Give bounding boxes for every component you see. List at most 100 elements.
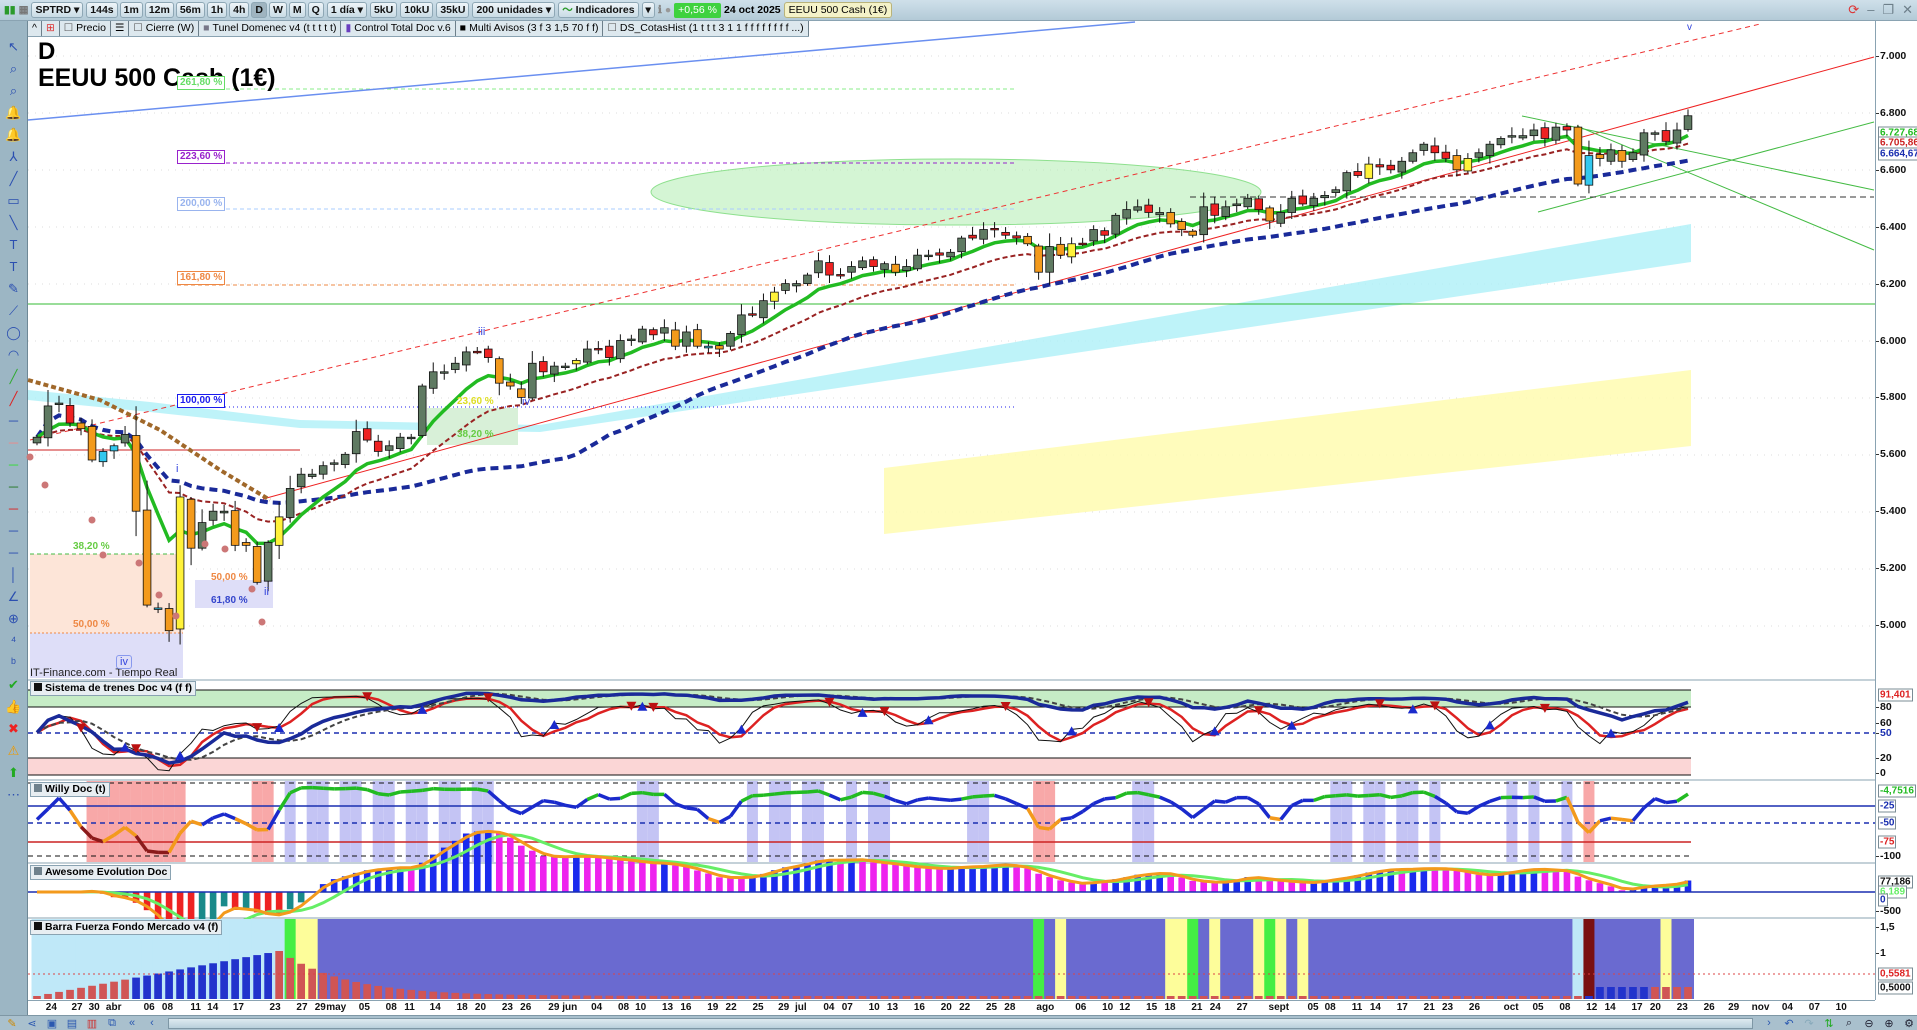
zoom-tool-icon[interactable]: ⌕ [9, 61, 18, 76]
blue-hline-tool-icon[interactable]: ─ [8, 523, 19, 538]
candle-body [175, 496, 185, 630]
text-tool-icon[interactable]: T [9, 237, 18, 252]
indicators-dropdown[interactable]: ▾ [641, 2, 655, 18]
panel-title-willy[interactable]: Willy Doc (t) [30, 782, 110, 797]
autoscale-icon[interactable]: ⇅ [1824, 1017, 1834, 1030]
more-tool-icon[interactable]: ⋯ [7, 787, 20, 802]
interval-button-56m[interactable]: 56m [175, 2, 205, 18]
price-axis[interactable]: 7.000 6.800 6.600 6.400 6.200 6.000 5.800 5.600… [1875, 21, 1917, 1000]
refresh-icon[interactable]: ⟳ [1848, 2, 1860, 17]
legend-item[interactable]: ■ Tunel Domenec v4 (t t t t t) [199, 21, 342, 36]
candle-body [230, 510, 240, 546]
thumbs-up-tool-icon[interactable]: 👍 [5, 699, 22, 714]
interval-button-D[interactable]: D [251, 2, 267, 18]
pen-tool-icon[interactable]: ✎ [8, 281, 19, 296]
chart-type-icon[interactable]: ▮▮ [4, 4, 16, 16]
delete-tool-icon[interactable]: ✖ [8, 721, 19, 736]
rect-tool-icon[interactable]: ▭ [7, 193, 20, 208]
interval-button-Q[interactable]: Q [307, 2, 324, 18]
interval-button-4h[interactable]: 4h [229, 2, 250, 18]
warning-tool-icon[interactable]: ⚠ [7, 743, 20, 758]
period-selector[interactable]: 1 día ▾ [326, 2, 367, 18]
report-icon[interactable]: ▤ [66, 1017, 78, 1030]
collapse-icon[interactable]: ^ [28, 21, 42, 36]
units-selector[interactable]: 200 unidades ▾ [472, 2, 556, 18]
volume-35ku-button[interactable]: 35kU [436, 2, 470, 18]
legend-item[interactable]: ▮ Control Total Doc v.6 [341, 21, 456, 36]
zoom-fit-icon[interactable]: ⌕ [1845, 1016, 1853, 1029]
legend-item[interactable]: ☐ DS_CotasHist (1 t t t 3 1 1 f f f f f f… [603, 21, 809, 36]
date-axis[interactable]: 24 27 30 abr 06 08 11 14 17 23 27 29 may 05 08 11 14 18 20… [28, 1000, 1875, 1015]
green-hline-tool-icon[interactable]: ─ [8, 479, 19, 494]
zoom-area-tool-icon[interactable]: ⌕ [9, 83, 18, 98]
scroll-left-icon[interactable]: ‹ [150, 1017, 154, 1029]
fib-tool-icon[interactable]: ⅄ [9, 149, 18, 164]
window-icon[interactable]: ⧉ [108, 1016, 116, 1029]
minimize-icon[interactable]: – [1867, 2, 1875, 17]
barra-band [1198, 919, 1210, 999]
indicators-button[interactable]: 〜 Indicadores [558, 2, 639, 18]
wave-count-tool-icon[interactable]: ⁴ [10, 633, 17, 648]
hline-tool-icon[interactable]: ─ [8, 413, 19, 428]
interval-button-M[interactable]: M [288, 2, 306, 18]
add-indicator-icon[interactable]: ⊞ [42, 21, 60, 36]
red-hline-tool-icon[interactable]: ─ [8, 501, 19, 516]
text2-tool-icon[interactable]: T [9, 259, 18, 274]
settings-icon[interactable]: ⚙ [1904, 1017, 1914, 1030]
alert-bell-tool-icon[interactable]: 🔔 [5, 105, 22, 120]
interval-button-144s[interactable]: 144s [86, 2, 118, 18]
undo-icon[interactable]: ↶ [1784, 1017, 1794, 1030]
ruler-tool-icon[interactable]: ⟋ [8, 303, 19, 318]
layout-icon[interactable]: ▦ [18, 4, 29, 16]
info-icon[interactable]: ℹ [657, 4, 662, 16]
panel-title-trenes[interactable]: Sistema de trenes Doc v4 (f f) [30, 681, 197, 696]
legend-item[interactable]: ☐ Precio [60, 21, 111, 36]
abc-tool-icon[interactable]: ᵇ [11, 655, 16, 670]
fib-zone-lavender [30, 633, 183, 678]
redo-icon[interactable]: ↷ [1804, 1017, 1814, 1030]
volume-5ku-button[interactable]: 5kU [369, 2, 398, 18]
share-icon[interactable]: ⋖ [27, 1017, 37, 1030]
zoom-in-icon[interactable]: ⊕ [1884, 1017, 1894, 1030]
line-tool-icon[interactable]: ╲ [9, 215, 18, 230]
pointer-tool-icon[interactable]: ↖ [8, 39, 19, 54]
lime-line-tool-icon[interactable]: ─ [8, 457, 19, 472]
barra-band [1429, 919, 1441, 999]
columns-icon[interactable]: ▥ [86, 1017, 98, 1030]
interval-button-1m[interactable]: 1m [119, 2, 143, 18]
interval-button-1h[interactable]: 1h [206, 2, 228, 18]
chart-canvas[interactable] [0, 0, 1875, 1000]
close-icon[interactable]: ✕ [1902, 2, 1913, 17]
alert-tool-icon[interactable]: 🔔 [5, 127, 22, 142]
green-line-tool-icon[interactable]: ╱ [9, 369, 18, 384]
ellipse-tool-icon[interactable]: ◯ [6, 325, 21, 340]
barra-bar [385, 987, 394, 999]
panel-title-barra[interactable]: Barra Fuerza Fondo Mercado v4 (f) [30, 920, 223, 935]
interval-button-W[interactable]: W [268, 2, 287, 18]
check-tool-icon[interactable]: ✔ [8, 677, 19, 692]
angle-tool-icon[interactable]: ∠ [7, 589, 20, 604]
zoom-out-icon[interactable]: ⊖ [1864, 1017, 1874, 1030]
red-line-tool-icon[interactable]: ╱ [9, 391, 18, 406]
interval-button-12m[interactable]: 12m [144, 2, 174, 18]
vline-tool-icon[interactable]: │ [9, 567, 18, 582]
symbol-selector[interactable]: SPTRD ▾ [31, 2, 84, 18]
arrow-up-tool-icon[interactable]: ⬆ [8, 765, 19, 780]
chat-icon[interactable]: ▣ [46, 1017, 58, 1030]
restore-icon[interactable]: ❐ [1882, 2, 1895, 17]
volume-10ku-button[interactable]: 10kU [400, 2, 434, 18]
trend-tool-icon[interactable]: ╱ [9, 171, 18, 186]
panel-title-awesome[interactable]: Awesome Evolution Doc [30, 865, 172, 880]
list-icon[interactable]: ☰ [111, 21, 130, 36]
legend-item[interactable]: ■ Multi Avisos (3 f 3 1,5 70 f f) [456, 21, 604, 36]
legend-item[interactable]: ☐ Cierre (W) [129, 21, 200, 36]
pink-line-tool-icon[interactable]: ─ [8, 435, 19, 450]
circle-target-tool-icon[interactable]: ⊕ [8, 611, 19, 626]
date-tick: 08 [385, 1002, 397, 1013]
pencil-icon[interactable]: ✎ [7, 1017, 17, 1030]
navy-hline-tool-icon[interactable]: ─ [8, 545, 19, 560]
arc-tool-icon[interactable]: ◠ [7, 347, 20, 362]
scroll-start-icon[interactable]: « [128, 1017, 136, 1029]
scroll-right-icon[interactable]: › [1767, 1017, 1771, 1029]
horizontal-scrollbar[interactable] [168, 1017, 1753, 1029]
